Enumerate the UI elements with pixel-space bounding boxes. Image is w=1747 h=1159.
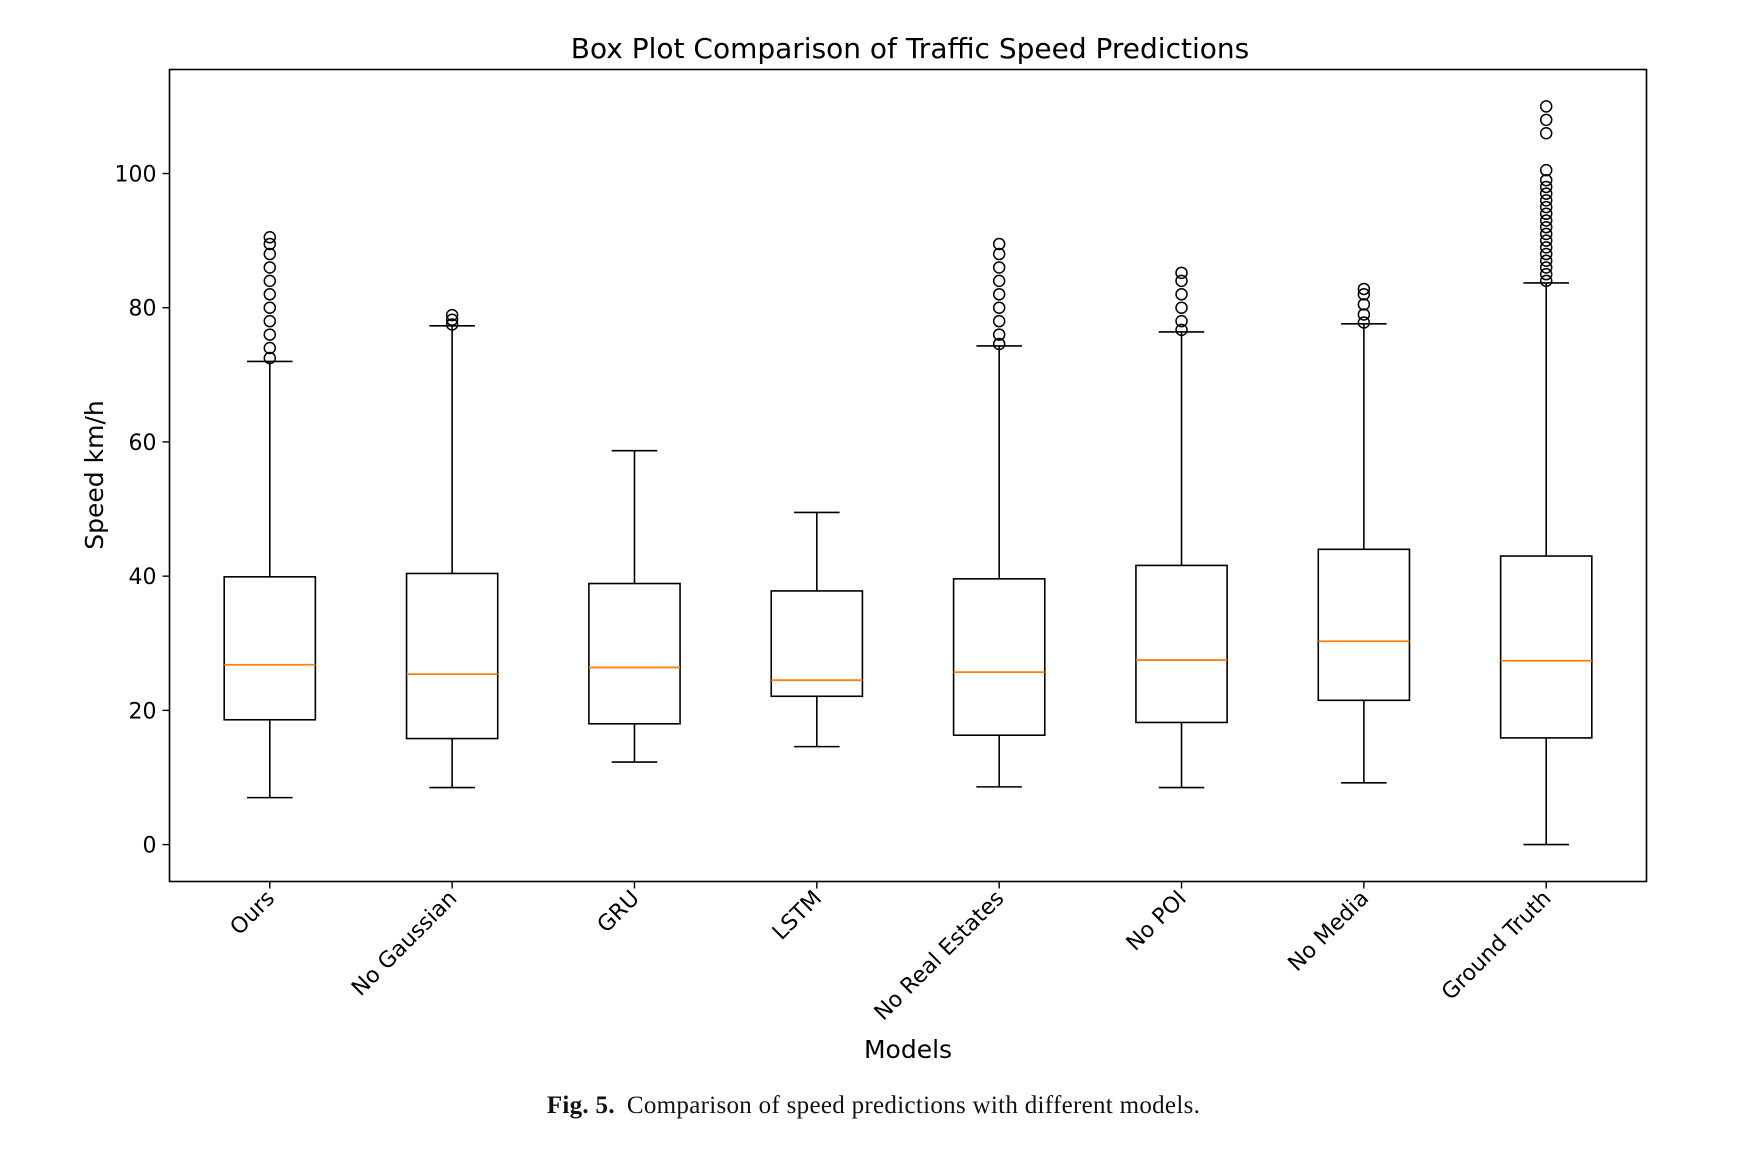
outlier-point — [1539, 274, 1553, 288]
caption-text: Comparison of speed predictions with dif… — [626, 1092, 1201, 1119]
x-tick-label: GRU — [593, 886, 645, 938]
box-iqr — [1135, 564, 1228, 724]
outlier-point — [1539, 187, 1553, 200]
outlier-point — [1539, 180, 1553, 194]
box-iqr — [405, 572, 499, 740]
outlier-point — [263, 237, 277, 251]
outlier-point — [1175, 274, 1188, 288]
box-iqr — [223, 576, 317, 721]
outlier-point — [992, 337, 1006, 351]
outlier-point — [1175, 266, 1188, 280]
outlier-point — [1175, 314, 1188, 328]
outlier-point — [992, 328, 1006, 341]
outlier-point — [1357, 288, 1371, 301]
outlier-point — [1175, 323, 1188, 337]
y-tick-label: 0 — [143, 834, 157, 859]
caption-label: Fig. 5. — [546, 1092, 615, 1119]
outlier-point — [1539, 261, 1553, 274]
x-tick-label: Ours — [226, 886, 280, 940]
y-tick-label: 80 — [129, 297, 157, 322]
outlier-point — [263, 314, 277, 328]
box-iqr — [588, 582, 681, 725]
outlier-point — [992, 261, 1006, 274]
outlier-point — [263, 301, 277, 314]
box-iqr — [770, 590, 864, 698]
outlier-point — [992, 237, 1006, 251]
outlier-point — [1539, 241, 1553, 254]
outlier-point — [992, 314, 1006, 328]
y-tick-label: 60 — [129, 431, 157, 456]
outlier-point — [1357, 308, 1371, 321]
x-tick-label: No Media — [1284, 886, 1375, 977]
outlier-point — [1539, 220, 1553, 234]
outlier-point — [263, 351, 277, 365]
outlier-point — [445, 308, 459, 322]
outlier-point — [1539, 234, 1553, 247]
x-tick-label: LSTM — [768, 886, 827, 945]
box-iqr — [1499, 555, 1593, 739]
outlier-point — [445, 313, 459, 327]
outlier-point — [1357, 282, 1371, 296]
outlier-point — [1539, 200, 1553, 214]
y-tick-label: 100 — [115, 163, 157, 188]
outlier-point — [1539, 267, 1553, 281]
outlier-point — [1175, 288, 1188, 301]
outlier-point — [992, 301, 1006, 314]
y-axis-label: Speed km/h — [80, 400, 109, 549]
outlier-point — [263, 231, 277, 244]
outlier-point — [263, 328, 277, 341]
outlier-point — [992, 288, 1006, 301]
outlier-point — [263, 341, 277, 355]
figure-caption: Fig. 5. Comparison of speed predictions w… — [0, 1092, 1747, 1120]
outlier-point — [1539, 214, 1553, 227]
box-iqr — [1317, 548, 1411, 702]
y-tick-label: 40 — [129, 565, 157, 590]
outlier-point — [1539, 173, 1553, 187]
x-tick-label: No Real Estates — [870, 886, 1010, 1026]
plot-frame — [168, 68, 1648, 883]
outlier-point — [992, 274, 1006, 288]
outlier-point — [1539, 113, 1553, 127]
outlier-point — [1539, 100, 1553, 113]
x-tick-label: Ground Truth — [1437, 886, 1556, 1005]
x-tick-label: No POI — [1122, 886, 1192, 956]
outlier-point — [1539, 254, 1553, 268]
outlier-point — [1357, 298, 1371, 311]
outlier-point — [445, 318, 459, 331]
y-tick-label: 20 — [129, 699, 157, 724]
outlier-point — [263, 261, 277, 274]
x-axis-label: Models — [864, 1035, 952, 1064]
outlier-point — [1539, 207, 1553, 221]
outlier-point — [1539, 247, 1553, 261]
outlier-point — [992, 247, 1006, 261]
outlier-point — [263, 274, 277, 288]
outlier-point — [263, 247, 277, 261]
outlier-point — [1539, 227, 1553, 241]
outlier-point — [1175, 301, 1188, 314]
outlier-point — [1539, 163, 1553, 177]
outlier-point — [1357, 316, 1371, 329]
outlier-point — [263, 288, 277, 301]
plot-area: 0 20 40 60 80 100 Ours No Gaussian GRU LSTM No Rea… — [115, 100, 1593, 1026]
chart-title: Box Plot Comparison of Traffic Speed Pre… — [571, 32, 1249, 65]
outlier-point — [1539, 127, 1553, 140]
box-iqr — [952, 578, 1046, 737]
outlier-point — [1539, 194, 1553, 207]
x-tick-label: No Gaussian — [347, 886, 462, 1001]
